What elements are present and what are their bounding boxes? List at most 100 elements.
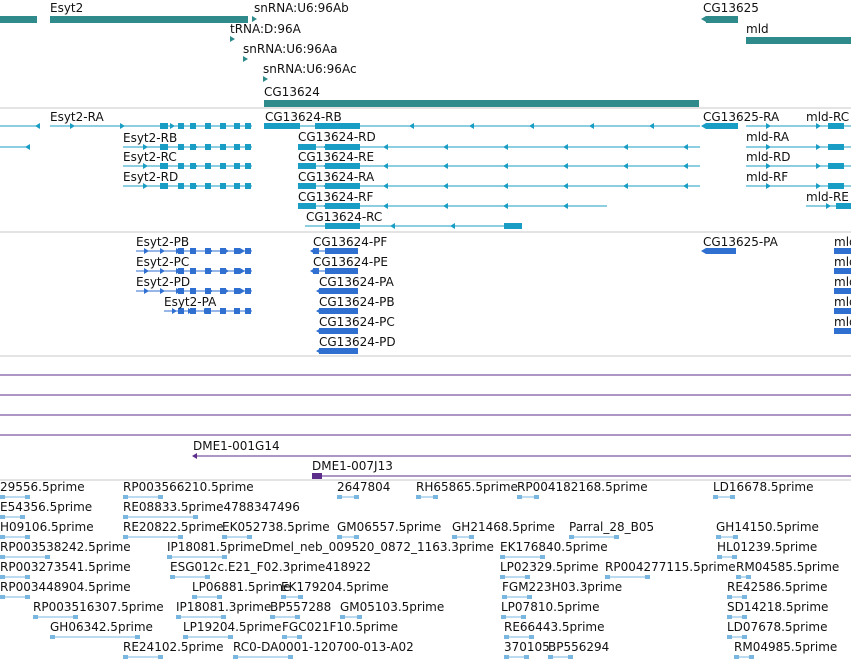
- exon-box[interactable]: [160, 123, 168, 129]
- exon-box[interactable]: [325, 223, 360, 229]
- cdna-block[interactable]: [247, 535, 252, 539]
- exon-box[interactable]: [220, 288, 226, 294]
- cdna-block[interactable]: [337, 495, 342, 499]
- cdna-block[interactable]: [727, 635, 732, 639]
- exon-box[interactable]: [325, 288, 358, 294]
- cdna-block[interactable]: [222, 535, 227, 539]
- exon-box[interactable]: [325, 248, 358, 254]
- gene-bar[interactable]: [50, 16, 248, 23]
- cdna-block[interactable]: [228, 635, 233, 639]
- cdna-block[interactable]: [416, 495, 421, 499]
- cdna-block[interactable]: [713, 495, 718, 499]
- exon-box[interactable]: [298, 144, 316, 150]
- cdna-block[interactable]: [548, 655, 553, 659]
- cdna-block[interactable]: [281, 595, 286, 599]
- cdna-block[interactable]: [524, 655, 529, 659]
- cdna-block[interactable]: [732, 555, 737, 559]
- exon-box[interactable]: [834, 288, 851, 294]
- gene-bar[interactable]: [706, 16, 738, 23]
- cdna-block[interactable]: [727, 615, 732, 619]
- cdna-block[interactable]: [170, 575, 175, 579]
- exon-box[interactable]: [160, 183, 168, 189]
- cdna-block[interactable]: [158, 655, 163, 659]
- cdna-block[interactable]: [45, 555, 50, 559]
- exon-box[interactable]: [245, 268, 251, 274]
- cdna-block[interactable]: [717, 555, 722, 559]
- cdna-block[interactable]: [734, 655, 739, 659]
- exon-box[interactable]: [190, 123, 196, 129]
- cdna-block[interactable]: [158, 495, 163, 499]
- exon-box[interactable]: [220, 163, 226, 169]
- exon-box[interactable]: [220, 183, 226, 189]
- cdna-block[interactable]: [217, 595, 222, 599]
- exon-box[interactable]: [245, 163, 251, 169]
- cdna-block[interactable]: [25, 535, 30, 539]
- exon-box[interactable]: [205, 183, 211, 189]
- exon-box[interactable]: [205, 163, 211, 169]
- exon-box[interactable]: [178, 183, 184, 189]
- cdna-block[interactable]: [295, 615, 300, 619]
- exon-box[interactable]: [205, 123, 211, 129]
- cdna-block[interactable]: [354, 535, 359, 539]
- exon-box[interactable]: [178, 163, 184, 169]
- exon-box[interactable]: [234, 288, 240, 294]
- exon-box[interactable]: [220, 144, 226, 150]
- cdna-block[interactable]: [527, 595, 532, 599]
- cdna-block[interactable]: [433, 495, 438, 499]
- exon-box[interactable]: [828, 163, 844, 169]
- cdna-block[interactable]: [746, 575, 751, 579]
- cdna-block[interactable]: [733, 535, 738, 539]
- exon-box[interactable]: [325, 163, 360, 169]
- exon-box[interactable]: [706, 248, 736, 254]
- exon-box[interactable]: [234, 144, 240, 150]
- cdna-block[interactable]: [529, 635, 534, 639]
- gene-bar[interactable]: [0, 16, 37, 23]
- exon-box[interactable]: [319, 308, 325, 314]
- cdna-block[interactable]: [282, 635, 287, 639]
- exon-box[interactable]: [234, 268, 240, 274]
- cdna-block[interactable]: [167, 555, 172, 559]
- cdna-block[interactable]: [123, 655, 128, 659]
- exon-box[interactable]: [264, 123, 300, 129]
- cdna-block[interactable]: [25, 495, 30, 499]
- exon-box[interactable]: [319, 328, 325, 334]
- exon-box[interactable]: [834, 308, 851, 314]
- cdna-block[interactable]: [354, 495, 359, 499]
- cdna-block[interactable]: [50, 635, 55, 639]
- exon-box[interactable]: [834, 328, 851, 334]
- cdna-block[interactable]: [288, 655, 293, 659]
- cdna-block[interactable]: [33, 615, 38, 619]
- exon-box[interactable]: [834, 268, 851, 274]
- cdna-block[interactable]: [500, 575, 505, 579]
- cdna-block[interactable]: [742, 615, 747, 619]
- exon-box[interactable]: [245, 288, 251, 294]
- gene-bar[interactable]: [264, 100, 699, 107]
- cdna-block[interactable]: [0, 555, 5, 559]
- cdna-block[interactable]: [123, 535, 128, 539]
- cdna-block[interactable]: [176, 615, 181, 619]
- cdna-block[interactable]: [502, 595, 507, 599]
- cdna-block[interactable]: [270, 615, 275, 619]
- cdna-block[interactable]: [742, 595, 747, 599]
- cdna-block[interactable]: [205, 575, 210, 579]
- cdna-block[interactable]: [501, 615, 506, 619]
- cdna-block[interactable]: [233, 655, 238, 659]
- exon-box[interactable]: [178, 123, 184, 129]
- cdna-block[interactable]: [183, 635, 188, 639]
- cdna-block[interactable]: [504, 635, 509, 639]
- exon-box[interactable]: [178, 144, 184, 150]
- exon-box[interactable]: [836, 203, 851, 209]
- alignment-block[interactable]: [312, 473, 322, 479]
- cdna-block[interactable]: [0, 575, 5, 579]
- cdna-block[interactable]: [742, 635, 747, 639]
- cdna-block[interactable]: [25, 595, 30, 599]
- exon-box[interactable]: [325, 268, 358, 274]
- exon-box[interactable]: [160, 163, 168, 169]
- exon-box[interactable]: [315, 123, 360, 129]
- cdna-block[interactable]: [605, 575, 610, 579]
- cdna-block[interactable]: [297, 635, 302, 639]
- cdna-block[interactable]: [469, 535, 474, 539]
- cdna-block[interactable]: [0, 515, 5, 519]
- cdna-block[interactable]: [749, 655, 754, 659]
- exon-box[interactable]: [325, 328, 358, 334]
